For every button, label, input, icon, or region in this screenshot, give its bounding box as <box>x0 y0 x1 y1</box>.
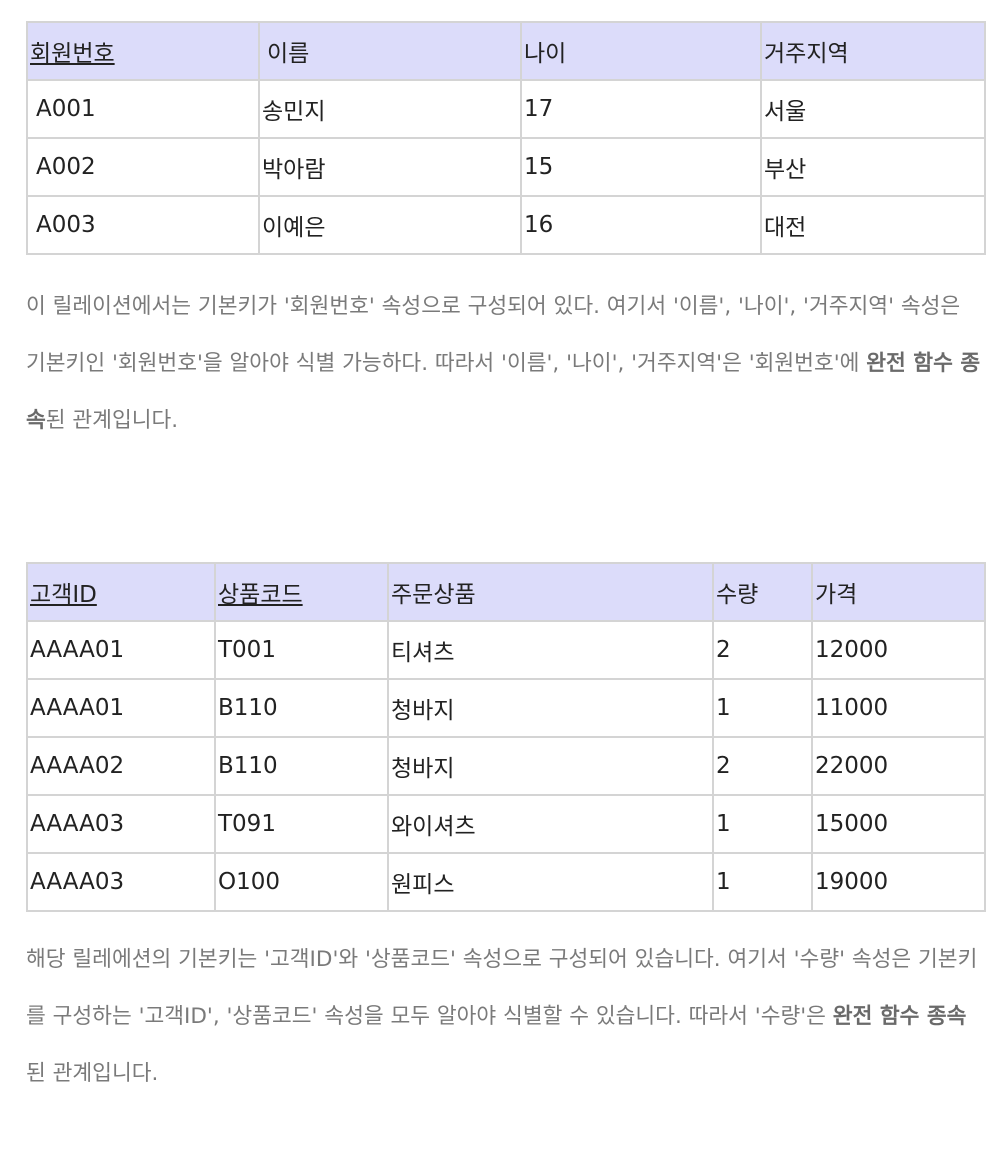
table-cell: 서울 <box>760 79 986 139</box>
table-cell: A001 <box>26 79 260 139</box>
table-cell: 부산 <box>760 137 986 197</box>
table-cell: 19000 <box>811 852 986 912</box>
table-cell: 청바지 <box>387 678 714 738</box>
table-cell: 이예은 <box>258 195 522 255</box>
table-cell: 1 <box>712 794 813 854</box>
table-cell: 11000 <box>811 678 986 738</box>
table-row: AAAA01 T001 티셔츠 2 12000 <box>26 620 986 680</box>
header-region: 거주지역 <box>760 21 986 81</box>
emphasis-full-functional-dependency: 완전 함수 종속 <box>26 351 981 433</box>
table-cell: B110 <box>214 678 389 738</box>
table-cell: 22000 <box>811 736 986 796</box>
table-cell: 원피스 <box>387 852 714 912</box>
table-cell: 송민지 <box>258 79 522 139</box>
header-member-no: 회원번호 <box>26 21 260 81</box>
table-cell: AAAA01 <box>26 620 216 680</box>
header-customer-id: 고객ID <box>26 562 216 622</box>
table-cell: AAAA03 <box>26 852 216 912</box>
table-cell: 16 <box>520 195 762 255</box>
table-cell: B110 <box>214 736 389 796</box>
table-cell: 15 <box>520 137 762 197</box>
header-price: 가격 <box>811 562 986 622</box>
table-cell: 청바지 <box>387 736 714 796</box>
table-row: A001 송민지 17 서울 <box>26 79 986 139</box>
table-cell: 1 <box>712 678 813 738</box>
table-cell: 15000 <box>811 794 986 854</box>
table-cell: 12000 <box>811 620 986 680</box>
table-cell: O100 <box>214 852 389 912</box>
header-name: 이름 <box>258 21 522 81</box>
table-cell: AAAA02 <box>26 736 216 796</box>
table-cell: T001 <box>214 620 389 680</box>
members-table: 회원번호 이름 나이 거주지역 A001 송민지 17 서울 A002 박아람 … <box>26 21 986 255</box>
header-quantity: 수량 <box>712 562 813 622</box>
table-cell: 와이셔츠 <box>387 794 714 854</box>
table-header-row: 고객ID 상품코드 주문상품 수량 가격 <box>26 562 986 622</box>
table-cell: AAAA01 <box>26 678 216 738</box>
table-cell: A003 <box>26 195 260 255</box>
table-cell: T091 <box>214 794 389 854</box>
table-cell: 17 <box>520 79 762 139</box>
table-header-row: 회원번호 이름 나이 거주지역 <box>26 21 986 81</box>
table-cell: 2 <box>712 620 813 680</box>
table-cell: 대전 <box>760 195 986 255</box>
table-cell: A002 <box>26 137 260 197</box>
table-row: AAAA03 O100 원피스 1 19000 <box>26 852 986 912</box>
table-row: AAAA02 B110 청바지 2 22000 <box>26 736 986 796</box>
emphasis-full-functional-dependency: 완전 함수 종속 <box>832 1004 967 1029</box>
table-cell: AAAA03 <box>26 794 216 854</box>
orders-table: 고객ID 상품코드 주문상품 수량 가격 AAAA01 T001 티셔츠 2 1… <box>26 562 986 912</box>
table-cell: 2 <box>712 736 813 796</box>
header-ordered-product: 주문상품 <box>387 562 714 622</box>
table-row: A002 박아람 15 부산 <box>26 137 986 197</box>
header-age: 나이 <box>520 21 762 81</box>
table-row: A003 이예은 16 대전 <box>26 195 986 255</box>
table-row: AAAA01 B110 청바지 1 11000 <box>26 678 986 738</box>
table-cell: 1 <box>712 852 813 912</box>
members-explanation: 이 릴레이션에서는 기본키가 '회원번호' 속성으로 구성되어 있다. 여기서 … <box>26 294 981 433</box>
header-product-code: 상품코드 <box>214 562 389 622</box>
orders-explanation: 해당 릴레에션의 기본키는 '고객ID'와 '상품코드' 속성으로 구성되어 있… <box>26 947 978 1086</box>
table-cell: 박아람 <box>258 137 522 197</box>
table-row: AAAA03 T091 와이셔츠 1 15000 <box>26 794 986 854</box>
table-cell: 티셔츠 <box>387 620 714 680</box>
